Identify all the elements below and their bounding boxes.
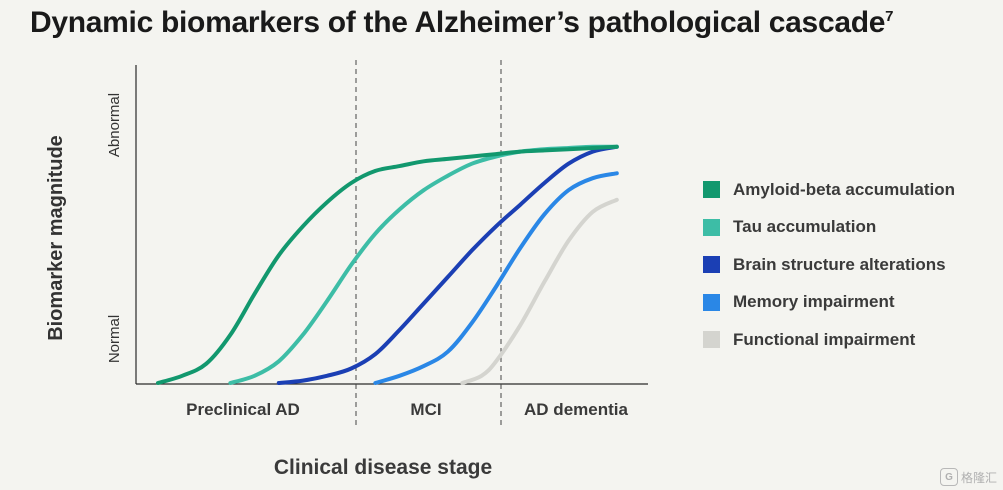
y-tick-label-normal: Normal xyxy=(106,315,123,363)
x-axis-title: Clinical disease stage xyxy=(274,456,492,479)
stage-label-ad-dementia: AD dementia xyxy=(524,400,628,419)
series-line-amyloid-beta-accumulation xyxy=(156,144,619,385)
series-line-memory-impairment xyxy=(373,171,619,385)
title-superscript: 7 xyxy=(885,8,894,25)
legend-swatch xyxy=(703,331,720,349)
legend-item-memory-impairment: Memory impairment xyxy=(703,284,955,322)
chart-title: Dynamic biomarkers of the Alzheimer’s pa… xyxy=(30,6,894,39)
stage-label-preclinical-ad: Preclinical AD xyxy=(186,400,300,419)
stage-label-mci: MCI xyxy=(410,400,441,419)
legend-label: Tau accumulation xyxy=(733,217,877,237)
series-line-brain-structure-alterations xyxy=(276,144,619,385)
legend: Amyloid-beta accumulation Tau accumulatio… xyxy=(703,171,955,359)
legend-label: Amyloid-beta accumulation xyxy=(733,179,955,199)
legend-swatch xyxy=(703,293,720,311)
legend-label: Memory impairment xyxy=(733,292,895,312)
legend-item-amyloid-beta-accumulation: Amyloid-beta accumulation xyxy=(703,171,955,209)
legend-item-brain-structure-alterations: Brain structure alterations xyxy=(703,246,955,284)
legend-swatch xyxy=(703,181,720,199)
legend-swatch xyxy=(703,218,720,236)
legend-label: Functional impairment xyxy=(733,329,916,349)
series-line-tau-accumulation xyxy=(228,144,619,385)
legend-item-tau-accumulation: Tau accumulation xyxy=(703,209,955,247)
watermark-logo-icon: G xyxy=(939,468,958,486)
series-line-functional-impairment xyxy=(460,197,619,385)
watermark: G 格隆汇 xyxy=(939,468,997,486)
legend-item-functional-impairment: Functional impairment xyxy=(703,321,955,359)
legend-label: Brain structure alterations xyxy=(733,254,946,274)
legend-swatch xyxy=(703,256,720,274)
y-tick-label-abnormal: Abnormal xyxy=(106,93,123,157)
y-axis-title: Biomarker magnitude xyxy=(45,135,67,341)
watermark-text: 格隆汇 xyxy=(960,470,997,485)
